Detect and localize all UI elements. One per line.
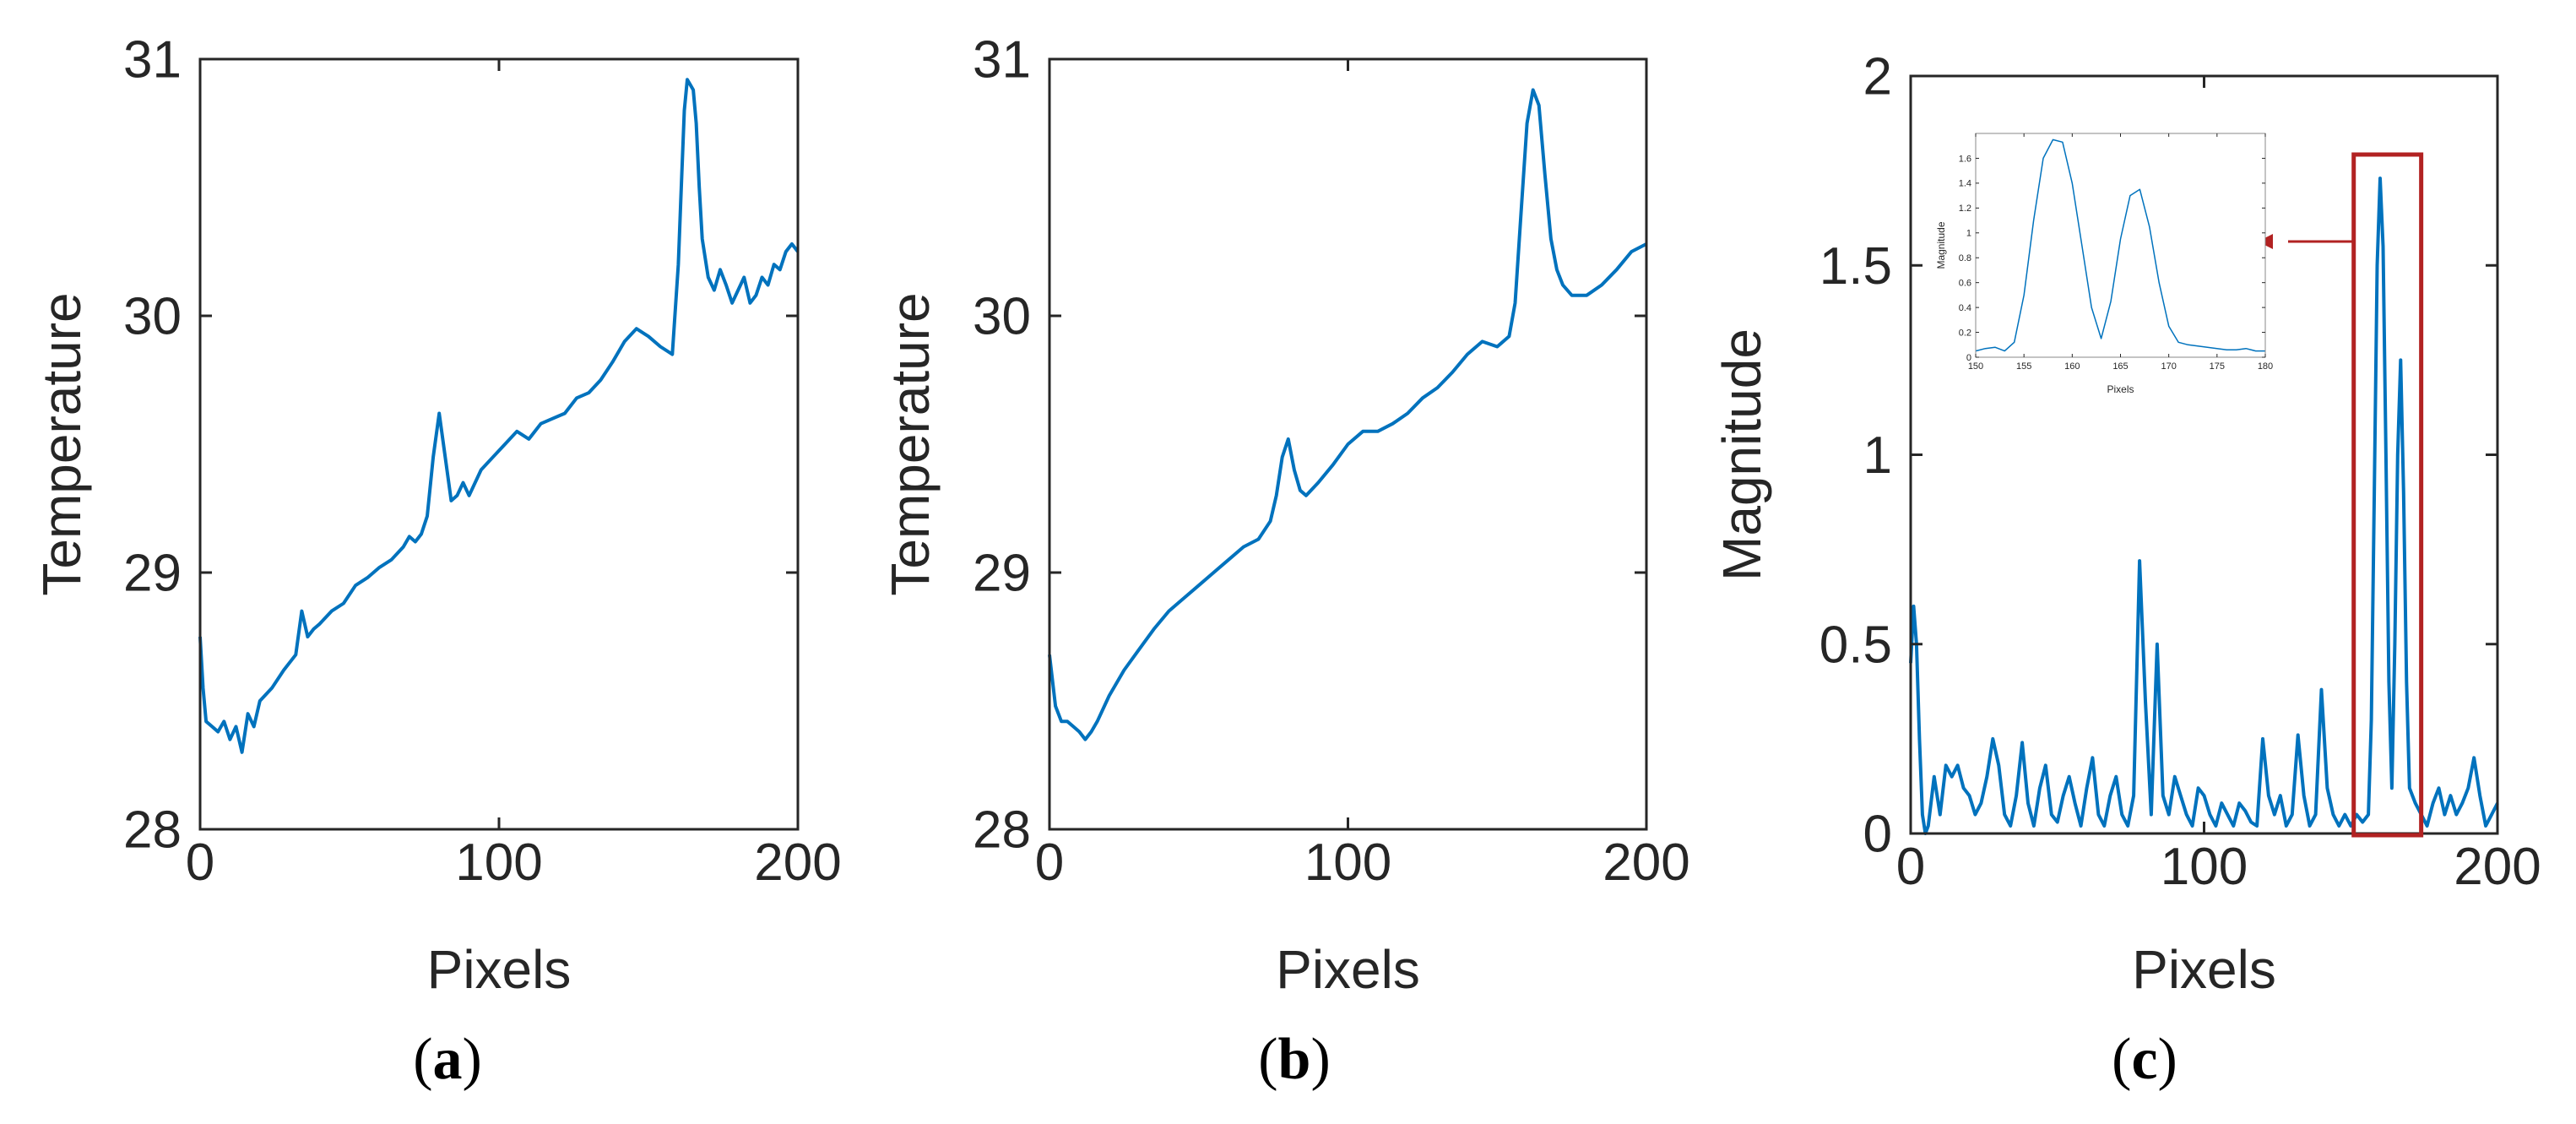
panel-b-y-axis-label: Temperature bbox=[880, 292, 941, 595]
inset-x-tick-label: 180 bbox=[2258, 361, 2273, 372]
inset-x-tick-label: 155 bbox=[2016, 361, 2031, 372]
caption-b: (b) bbox=[1258, 1027, 1331, 1092]
panel-c-y-tick-label: 0 bbox=[1863, 806, 1892, 864]
panel-b-x-tick-label: 0 bbox=[1035, 833, 1064, 892]
inset-y-tick-label: 1.2 bbox=[1959, 204, 1971, 214]
panel-a-group: 0 100 200 28 29 30 31 Pixels Temperature bbox=[31, 31, 842, 1000]
inset-y-tick-label: 0.8 bbox=[1959, 253, 1971, 263]
panel-c-series-line bbox=[1909, 176, 2499, 835]
caption-c-letter: c bbox=[2131, 1027, 2158, 1092]
panel-c-x-tick-label: 0 bbox=[1896, 838, 1925, 896]
panel-c-group: 0 100 200 0 0.5 1 1.5 2 Pixels Magnitude bbox=[1711, 48, 2541, 1000]
inset-y-axis-label: Magnitude bbox=[1935, 221, 1947, 269]
inset-y-tick-label: 0.2 bbox=[1959, 328, 1971, 338]
inset-y-tick-label: 0 bbox=[1966, 353, 1971, 363]
inset-y-tick-label: 1.6 bbox=[1959, 154, 1971, 164]
panel-a-y-tick-label: 28 bbox=[123, 801, 182, 860]
panel-b-x-tick-label: 200 bbox=[1603, 833, 1689, 892]
panel-c-y-axis-label: Magnitude bbox=[1711, 329, 1772, 581]
panel-b-y-tick-label: 30 bbox=[973, 288, 1031, 346]
panel-c-x-tick-label: 100 bbox=[2161, 838, 2248, 896]
inset-x-tick-label: 150 bbox=[1968, 361, 1983, 372]
panel-b-y-tick-label: 31 bbox=[973, 31, 1031, 90]
panel-b-x-tick-label: 100 bbox=[1304, 833, 1391, 892]
inset-x-tick-label: 160 bbox=[2064, 361, 2080, 372]
inset-series-line bbox=[1975, 138, 2265, 352]
panel-a-y-tick-label: 29 bbox=[123, 545, 182, 603]
panel-c-x-tick-label: 200 bbox=[2454, 838, 2541, 896]
panel-a-series-line bbox=[198, 78, 800, 754]
panel-a-y-tick-label: 31 bbox=[123, 31, 182, 90]
panel-c-y-tick-label: 2 bbox=[1863, 48, 1892, 106]
panel-c-y-tick-label: 0.5 bbox=[1819, 616, 1892, 674]
panel-a-x-axis-label: Pixels bbox=[427, 939, 572, 1000]
inset-x-tick-label: 175 bbox=[2210, 361, 2225, 372]
inset-background bbox=[1976, 133, 2265, 357]
panel-b-series-line bbox=[1048, 88, 1647, 741]
panel-b-y-tick-label: 28 bbox=[973, 801, 1031, 860]
inset-y-tick-label: 0.6 bbox=[1959, 279, 1971, 289]
inset-x-tick-label: 165 bbox=[2112, 361, 2128, 372]
inset-x-tick-label: 170 bbox=[2161, 361, 2176, 372]
caption-c: (c) bbox=[2112, 1027, 2177, 1092]
highlight-box bbox=[2351, 152, 2424, 838]
caption-b-letter: b bbox=[1277, 1027, 1311, 1092]
panel-c-y-tick-label: 1 bbox=[1863, 426, 1892, 485]
panel-b-y-tick-label: 29 bbox=[973, 545, 1031, 603]
panel-a-axes-box bbox=[198, 57, 800, 831]
inset-y-tick-label: 1 bbox=[1966, 229, 1971, 239]
panel-b-group: 0 100 200 28 29 30 31 Pixels Temperature bbox=[880, 31, 1690, 1000]
inset-group: 150 155 160 165 170 175 180 0 0.2 0.4 0.6 0.8 1 1.2 1.… bbox=[1935, 133, 2273, 395]
panel-a-x-tick-label: 100 bbox=[455, 833, 542, 892]
inset-y-tick-label: 0.4 bbox=[1959, 303, 1971, 313]
panel-a-y-tick-label: 30 bbox=[123, 288, 182, 346]
panel-a-y-axis-label: Temperature bbox=[31, 292, 92, 595]
panel-c-x-axis-label: Pixels bbox=[2132, 939, 2276, 1000]
panel-a-x-tick-label: 0 bbox=[186, 833, 214, 892]
inset-y-tick-label: 1.4 bbox=[1959, 179, 1971, 189]
caption-a-letter: a bbox=[432, 1027, 463, 1092]
panel-b-x-axis-label: Pixels bbox=[1276, 939, 1420, 1000]
inset-x-axis-label: Pixels bbox=[2107, 383, 2134, 395]
panel-a-x-tick-label: 200 bbox=[754, 833, 841, 892]
panel-c-y-tick-label: 1.5 bbox=[1819, 237, 1892, 296]
caption-a: (a) bbox=[413, 1027, 482, 1092]
